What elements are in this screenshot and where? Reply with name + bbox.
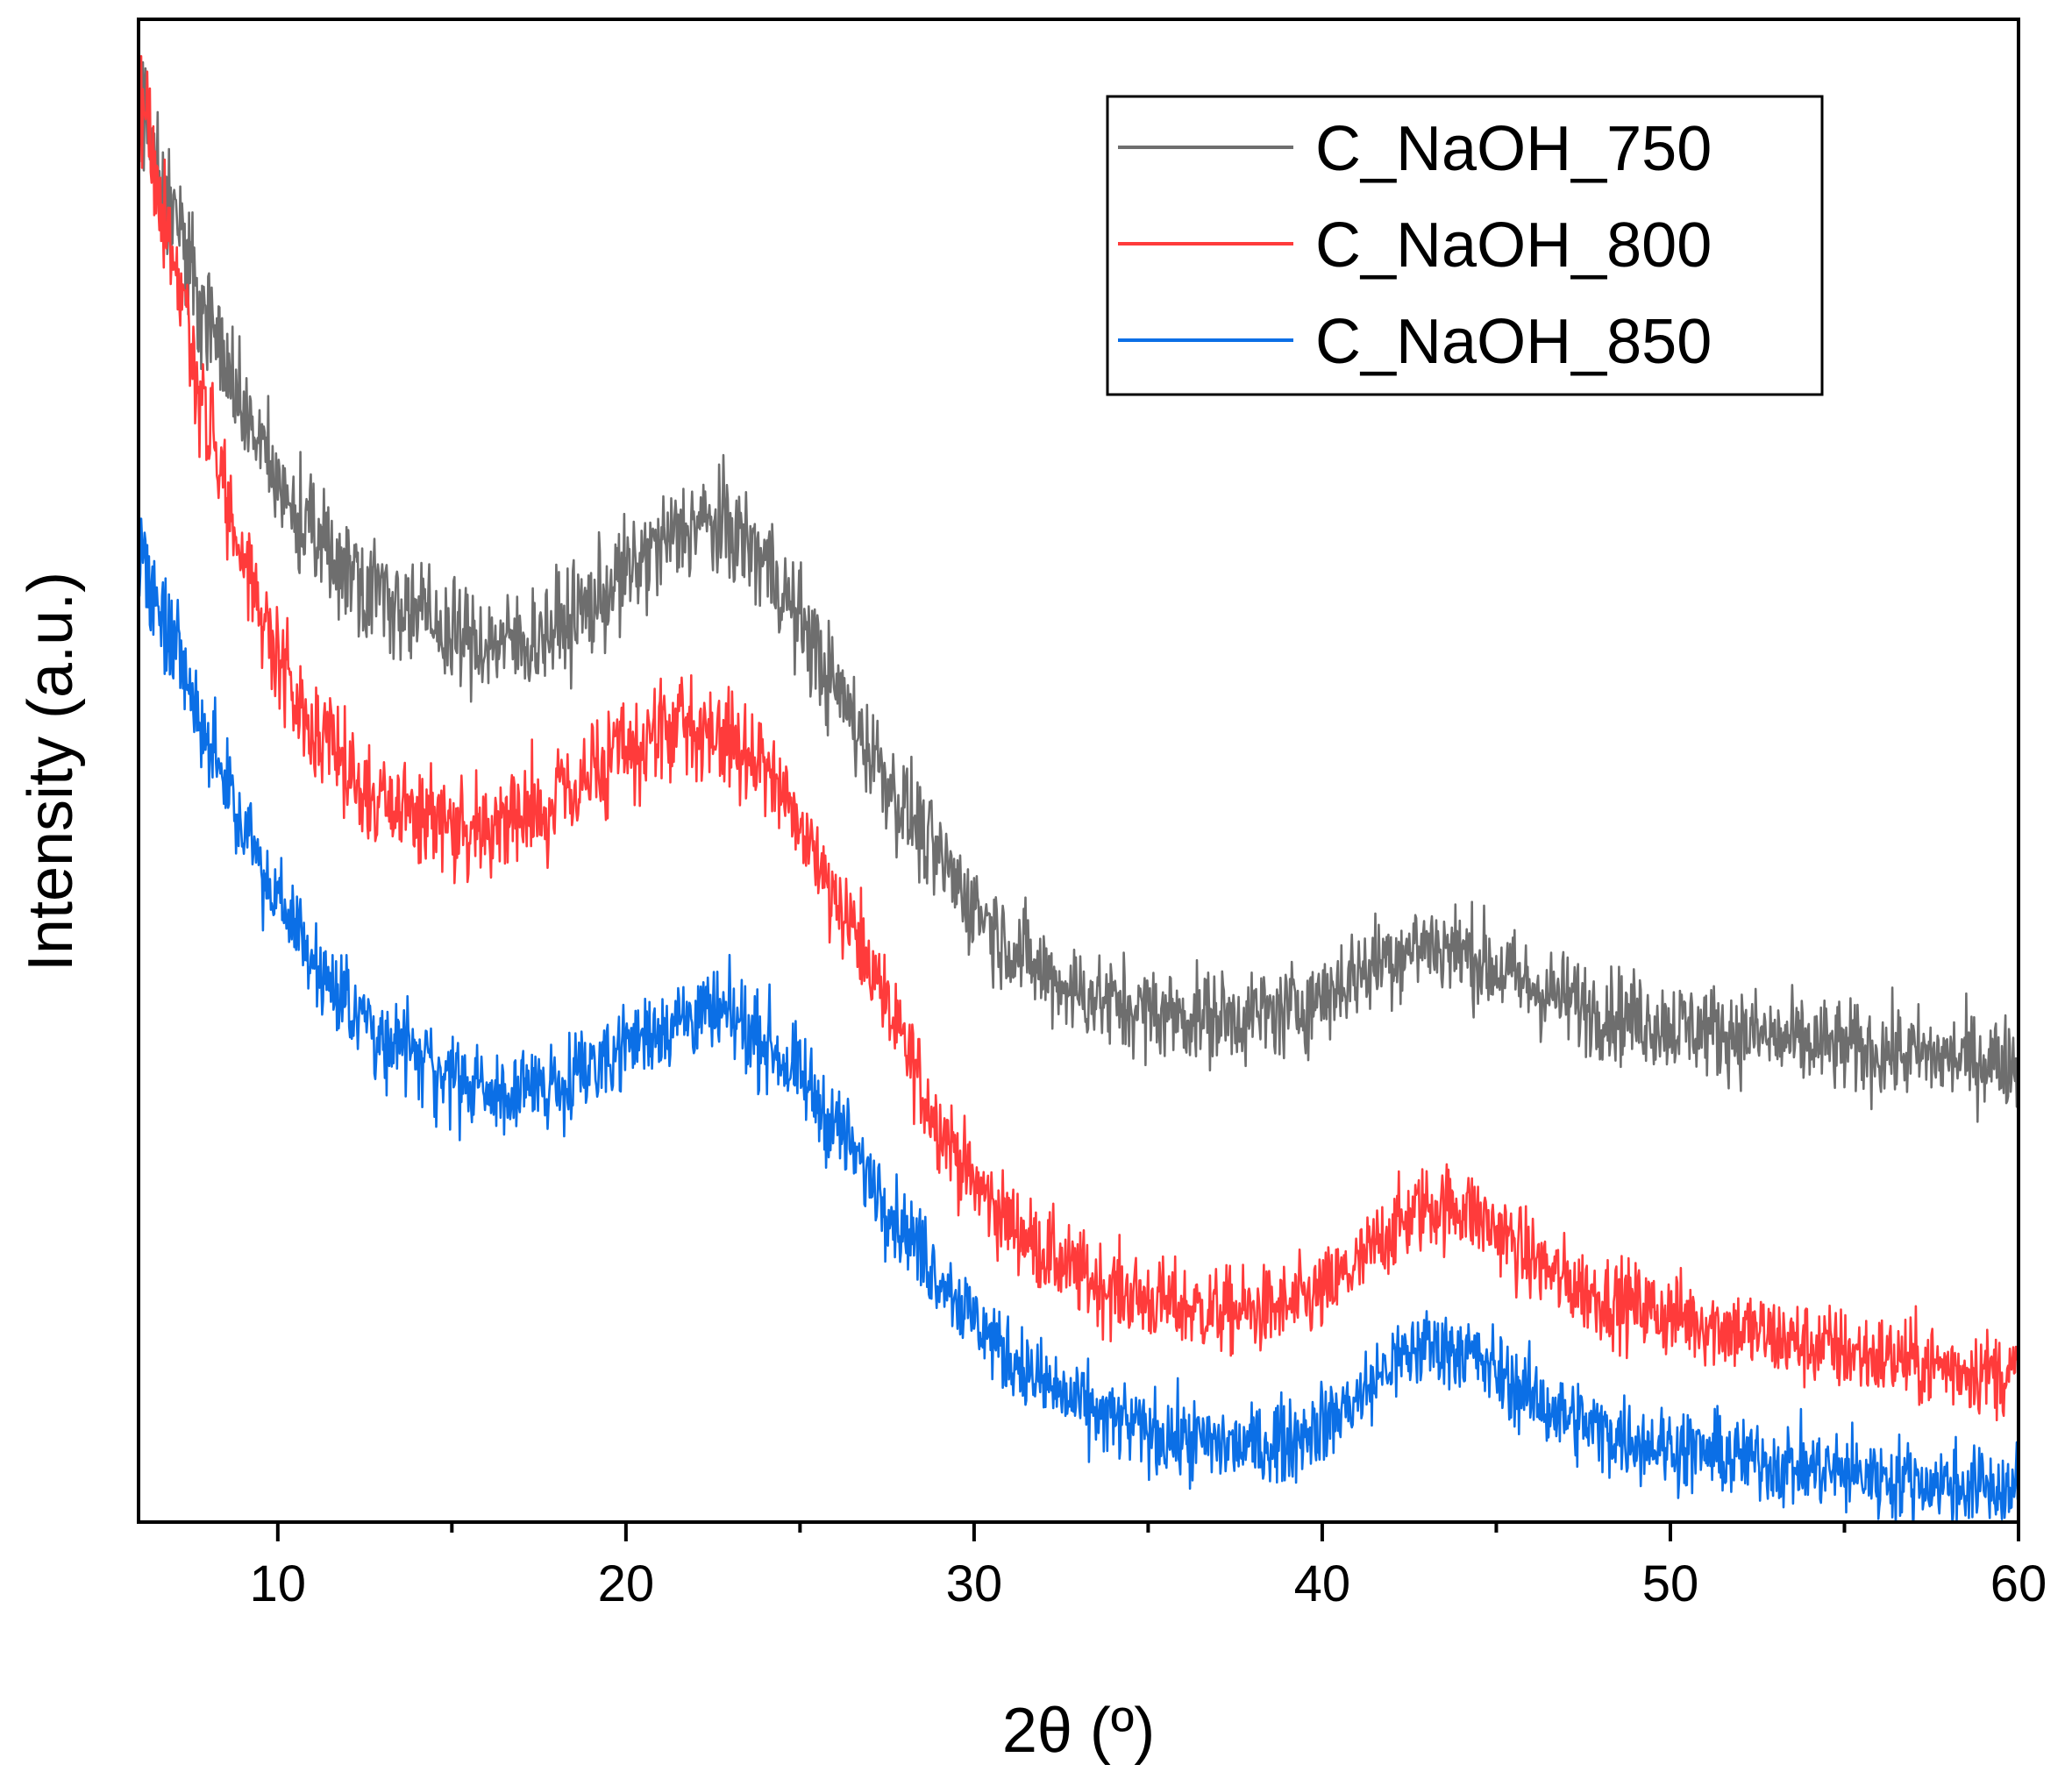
legend-label: C_NaOH_850 <box>1315 307 1712 377</box>
legend-label: C_NaOH_800 <box>1315 210 1712 281</box>
x-axis-ticks: 10 20 30 40 50 60 <box>250 1522 2047 1612</box>
legend-label: C_NaOH_750 <box>1315 114 1712 184</box>
x-tick-label: 20 <box>598 1555 655 1612</box>
x-axis-title: 2θ (º) <box>1002 1696 1155 1766</box>
x-tick-label: 50 <box>1642 1555 1699 1612</box>
x-tick-label: 10 <box>250 1555 307 1612</box>
x-tick-label: 30 <box>946 1555 1003 1612</box>
series-layer <box>139 54 2019 1522</box>
x-tick-label: 60 <box>1990 1555 2047 1612</box>
series-line-c-naoh-850 <box>139 517 2019 1522</box>
legend: C_NaOH_750 C_NaOH_800 C_NaOH_850 <box>1106 95 1824 396</box>
y-axis-title: Intensity (a.u.) <box>16 572 86 971</box>
plot-frame <box>137 18 2020 1524</box>
x-tick-label: 40 <box>1294 1555 1351 1612</box>
series-line-c-naoh-750 <box>139 60 2019 1123</box>
series-line-c-naoh-800 <box>139 54 2019 1421</box>
